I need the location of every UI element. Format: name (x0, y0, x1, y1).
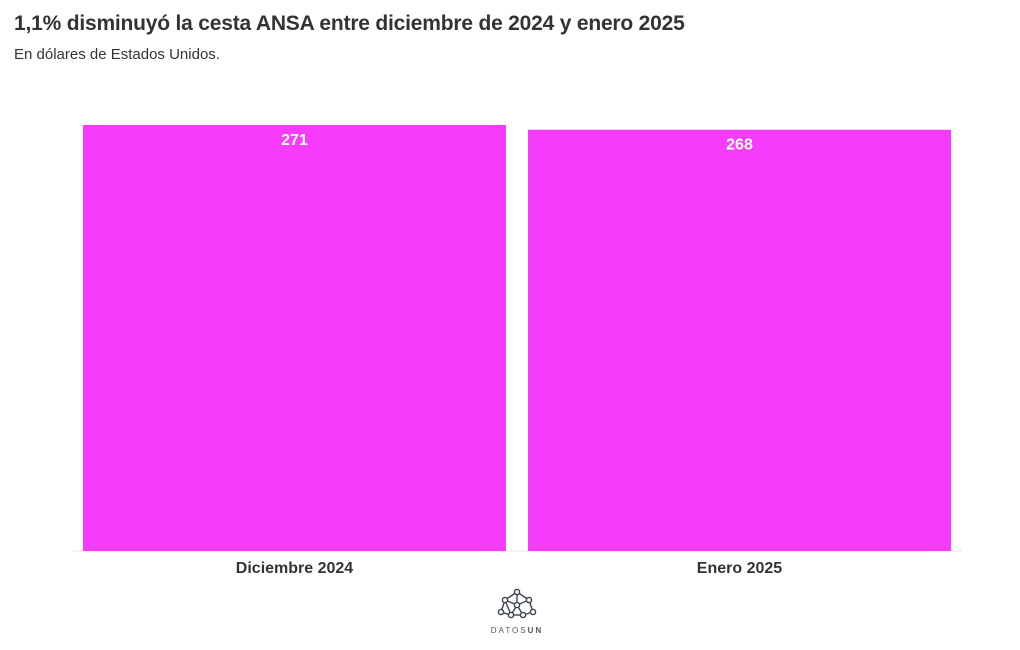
labels-layer: 271 268 (281, 132, 753, 154)
bar-1[interactable] (83, 125, 506, 551)
logo-wordmark: DATOSUN (490, 626, 544, 635)
logo-text-light: DATOS (490, 626, 528, 635)
chart-subtitle: En dólares de Estados Unidos. (14, 46, 220, 63)
bars-layer (83, 125, 951, 551)
bar-2[interactable] (528, 129, 951, 551)
chart-title: 1,1% disminuyó la cesta ANSA entre dicie… (14, 12, 685, 35)
network-icon (497, 588, 537, 619)
x-tick-label-1: Diciembre 2024 (236, 560, 354, 577)
logo-text-bold: UN (527, 626, 544, 635)
datosun-logo: DATOSUN (490, 588, 544, 635)
x-tick-labels: Diciembre 2024 Enero 2025 (236, 560, 782, 577)
x-tick-label-2: Enero 2025 (697, 560, 782, 577)
bar-value-label-2: 268 (726, 137, 753, 154)
bar-value-label-1: 271 (281, 132, 308, 149)
